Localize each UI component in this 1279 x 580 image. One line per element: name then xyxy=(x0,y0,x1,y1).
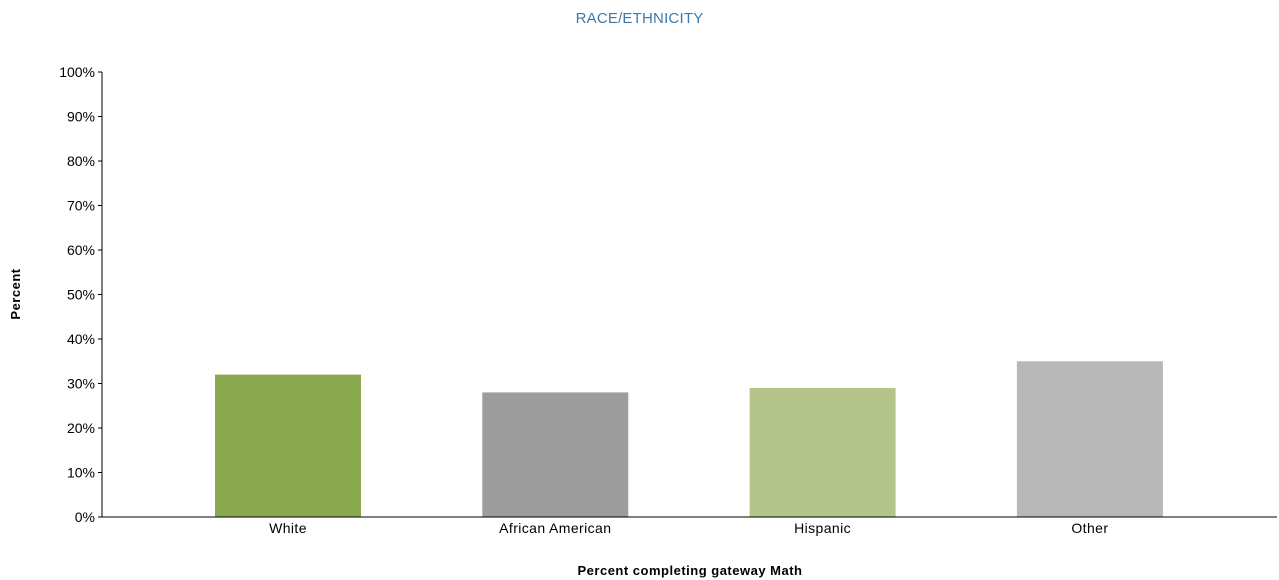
bar-african-american xyxy=(482,392,629,517)
x-tick-label: Other xyxy=(1071,520,1108,536)
y-tick-label: 50% xyxy=(67,287,95,303)
y-tick-label: 100% xyxy=(59,64,95,80)
x-tick-label: African American xyxy=(499,520,611,536)
chart-title: RACE/ETHNICITY xyxy=(575,10,704,27)
y-tick-label: 20% xyxy=(67,420,95,436)
y-tick-label: 80% xyxy=(67,153,95,169)
y-axis-ticks: 0% 10% 20% 30% 40% 50% 60% 70% 80% 90% 100% xyxy=(59,64,102,525)
bar-hispanic xyxy=(749,387,896,517)
y-tick-label: 0% xyxy=(75,509,95,525)
y-tick-label: 40% xyxy=(67,331,95,347)
y-tick-label: 60% xyxy=(67,242,95,258)
y-tick-label: 30% xyxy=(67,376,95,392)
x-tick-label: Hispanic xyxy=(794,520,851,536)
y-axis-title: Percent xyxy=(8,268,23,319)
bars xyxy=(215,361,1163,517)
bar-white xyxy=(215,374,361,517)
y-tick-label: 70% xyxy=(67,198,95,214)
x-tick-label: White xyxy=(269,520,307,536)
bar-other xyxy=(1016,361,1163,517)
y-tick-label: 90% xyxy=(67,109,95,125)
x-axis-labels: White African American Hispanic Other xyxy=(269,520,1108,536)
x-axis-title: Percent completing gateway Math xyxy=(578,563,803,578)
y-tick-label: 10% xyxy=(67,465,95,481)
